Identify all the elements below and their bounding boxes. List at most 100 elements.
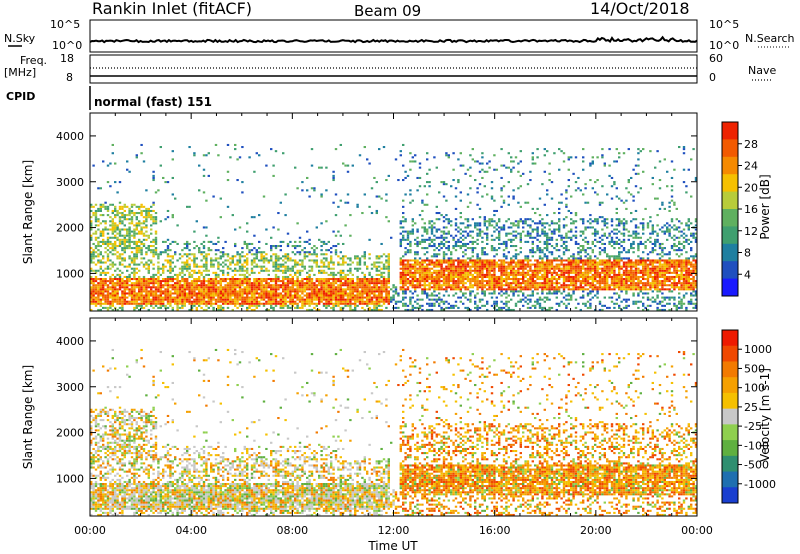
- power-cell: [538, 249, 542, 252]
- power-cell: [385, 292, 388, 295]
- power-cell: [358, 298, 362, 301]
- power-cell: [140, 230, 143, 233]
- power-cell: [430, 263, 434, 266]
- power-cell: [375, 300, 378, 303]
- power-cell: [435, 273, 438, 276]
- power-cell: [354, 300, 357, 303]
- power-cell: [205, 292, 208, 295]
- power-cell: [510, 288, 513, 291]
- power-cell: [507, 294, 510, 297]
- power-cell: [433, 249, 436, 252]
- power-cell: [102, 160, 105, 163]
- power-cell: [394, 300, 398, 303]
- power-cell: [510, 284, 513, 287]
- power-cell: [284, 298, 287, 301]
- power-cell: [507, 306, 510, 309]
- power-cell: [447, 249, 450, 252]
- power-cell: [301, 282, 304, 285]
- power-cell: [354, 282, 357, 285]
- power-cell: [507, 300, 510, 303]
- power-cell: [282, 255, 285, 258]
- power-cell: [339, 298, 342, 301]
- power-cell: [481, 251, 484, 254]
- power-cell: [490, 282, 494, 285]
- power-cell: [274, 304, 278, 307]
- power-cell: [558, 267, 561, 270]
- power-cell: [231, 290, 234, 293]
- power-cell: [166, 282, 170, 285]
- power-cell: [159, 286, 162, 289]
- power-cell: [133, 288, 136, 291]
- power-cell: [330, 284, 333, 287]
- power-cell: [526, 240, 530, 243]
- power-cell: [334, 296, 338, 299]
- power-cell: [514, 220, 518, 223]
- power-cell: [104, 300, 107, 303]
- power-cell: [421, 288, 424, 291]
- power-cell: [262, 251, 266, 254]
- power-cell: [526, 298, 530, 301]
- power-cell: [320, 269, 323, 272]
- power-cell: [572, 290, 575, 293]
- power-cell: [322, 265, 326, 268]
- power-cell: [154, 247, 158, 250]
- power-cell: [301, 300, 304, 303]
- power-cell: [212, 263, 215, 266]
- power-cell: [315, 259, 318, 262]
- power-cell: [308, 286, 311, 289]
- power-cell: [385, 265, 388, 268]
- power-cell: [315, 302, 318, 305]
- power-cell: [529, 251, 532, 254]
- power-cell: [262, 288, 266, 291]
- power-cell: [486, 271, 489, 274]
- power-cell: [210, 286, 213, 289]
- power-cell: [471, 278, 474, 281]
- power-cell: [500, 148, 503, 151]
- power-cell: [337, 242, 340, 245]
- power-cell: [406, 308, 410, 311]
- power-cell: [558, 302, 561, 305]
- power-cell: [224, 253, 227, 256]
- freq-label-2: [MHz]: [4, 66, 36, 79]
- power-cell: [423, 185, 426, 188]
- power-cell: [498, 238, 501, 241]
- power-cell: [368, 282, 371, 285]
- power-cell: [106, 249, 110, 252]
- power-cell: [510, 261, 513, 264]
- power-cell: [183, 284, 186, 287]
- power-cell: [490, 280, 494, 283]
- power-cell: [522, 222, 525, 225]
- power-cell: [402, 292, 405, 295]
- power-cell: [510, 259, 513, 262]
- power-cell: [488, 259, 491, 262]
- power-cell: [130, 267, 134, 270]
- power-cell: [546, 265, 549, 268]
- power-cell: [138, 304, 141, 307]
- power-cell: [481, 278, 484, 281]
- power-cell: [279, 269, 282, 272]
- power-cell: [344, 294, 347, 297]
- power-cell: [418, 282, 422, 285]
- power-cell: [104, 242, 107, 245]
- power-cell: [447, 245, 450, 248]
- power-cell: [238, 286, 242, 289]
- power-cell: [502, 185, 506, 188]
- power-cell: [104, 296, 107, 299]
- power-cell: [402, 271, 405, 274]
- power-cell: [490, 245, 494, 248]
- power-cell: [423, 273, 426, 276]
- power-cell: [154, 240, 158, 243]
- power-cell: [524, 222, 527, 225]
- power-cell: [442, 259, 446, 262]
- power-cell: [330, 282, 333, 285]
- power-cell: [154, 218, 158, 221]
- power-cell: [114, 236, 117, 239]
- power-cell: [202, 269, 206, 272]
- power-cell: [522, 259, 525, 262]
- power-cell: [258, 302, 261, 305]
- power-cell: [546, 242, 549, 245]
- power-cell: [121, 302, 124, 305]
- power-cell: [476, 228, 479, 231]
- power-cell: [142, 306, 146, 309]
- power-cell: [169, 242, 172, 245]
